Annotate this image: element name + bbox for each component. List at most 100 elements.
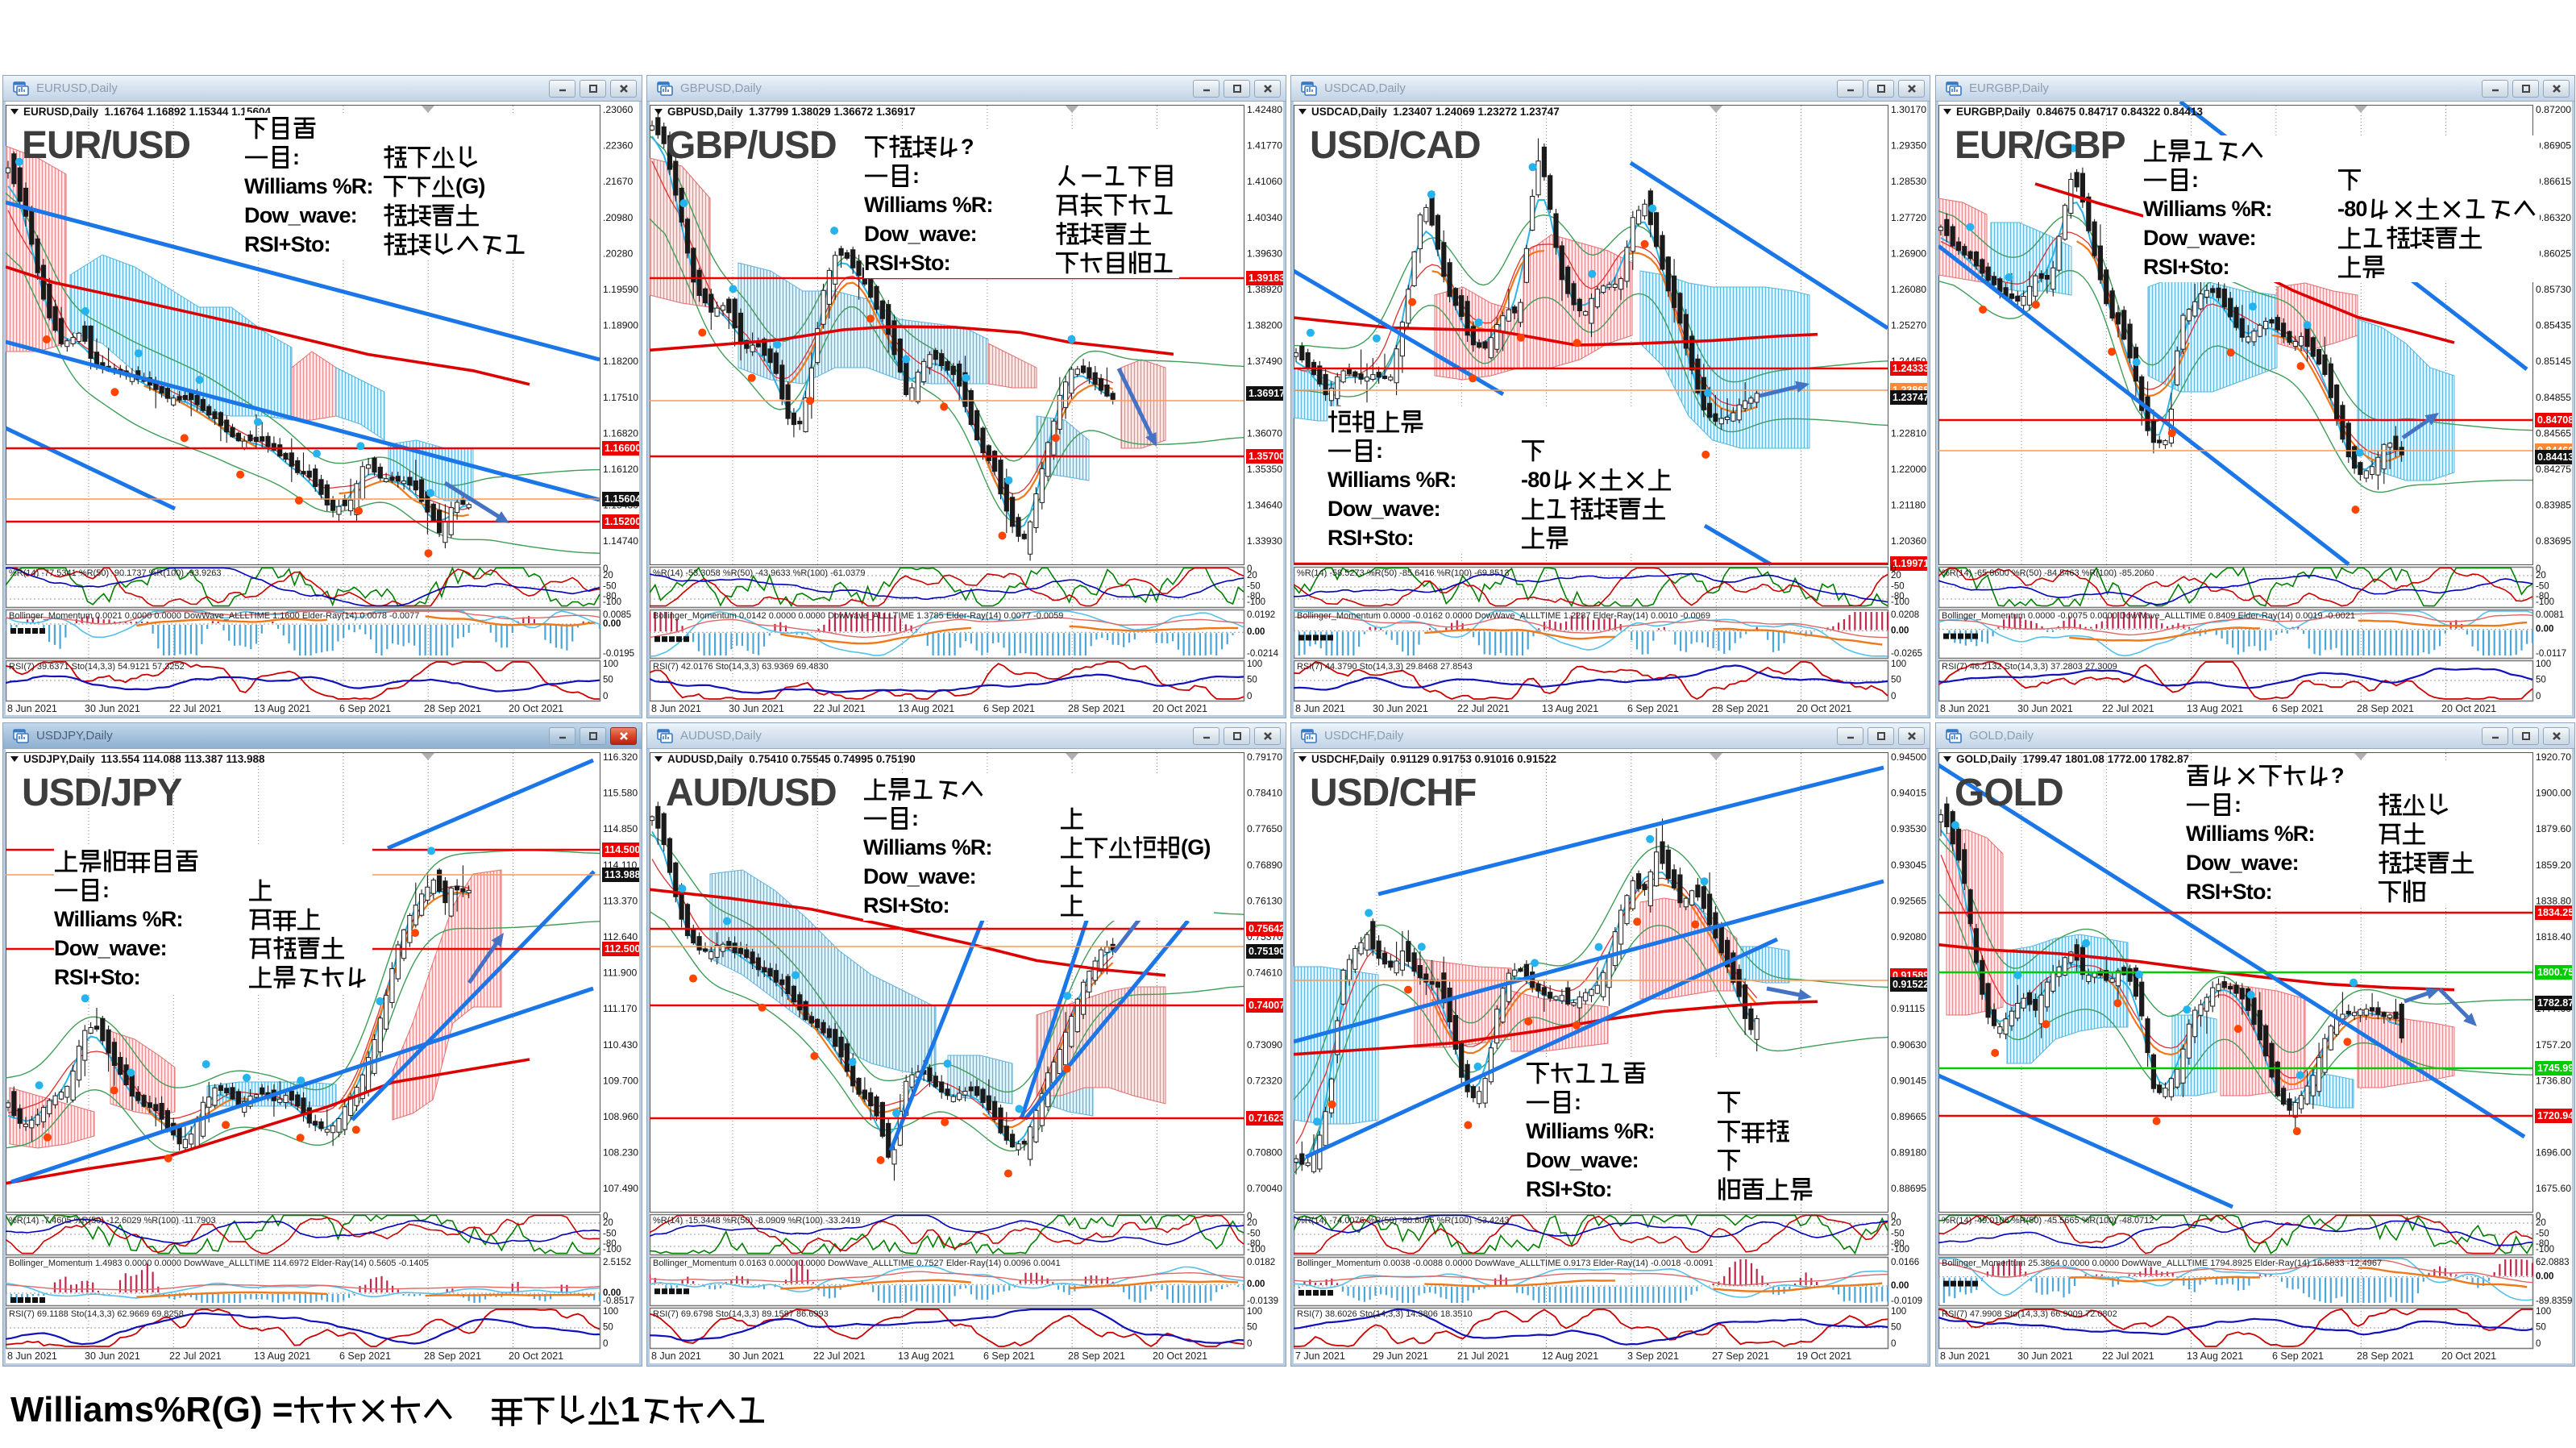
svg-text:50: 50 bbox=[1891, 1323, 1901, 1333]
svg-text:0.94015: 0.94015 bbox=[1891, 788, 1926, 799]
svg-text:1.27720: 1.27720 bbox=[1891, 212, 1926, 223]
svg-text:113.370: 113.370 bbox=[603, 895, 638, 906]
svg-text:1879.60: 1879.60 bbox=[2536, 823, 2571, 834]
svg-text:13 Aug 2021: 13 Aug 2021 bbox=[1542, 703, 1598, 714]
svg-text:6 Sep 2021: 6 Sep 2021 bbox=[983, 703, 1035, 714]
svg-text:1.36917: 1.36917 bbox=[1249, 388, 1283, 399]
svg-text:108.960: 108.960 bbox=[603, 1111, 638, 1122]
svg-text:50: 50 bbox=[603, 1323, 613, 1333]
svg-text:0.77650: 0.77650 bbox=[1247, 823, 1282, 834]
svg-text:1.25270: 1.25270 bbox=[1891, 320, 1926, 331]
svg-text:7 Jun 2021: 7 Jun 2021 bbox=[1295, 1350, 1345, 1362]
svg-text:1.24333: 1.24333 bbox=[1893, 363, 1927, 374]
svg-text:1757.20: 1757.20 bbox=[2536, 1039, 2571, 1051]
svg-text:-50: -50 bbox=[1891, 1230, 1905, 1239]
svg-text:22 Jul 2021: 22 Jul 2021 bbox=[1457, 703, 1510, 714]
svg-text:20 Oct 2021: 20 Oct 2021 bbox=[509, 703, 563, 714]
svg-text:1.18900: 1.18900 bbox=[603, 320, 638, 331]
svg-text:Bollinger_Momentum 0.0038 -0.0: Bollinger_Momentum 0.0038 -0.0088 0.0000… bbox=[1297, 1259, 1714, 1268]
svg-text:RSI(7) 69.1188 Sto(14,3,3) 62: RSI(7) 69.1188 Sto(14,3,3) 62.9669 69.82… bbox=[9, 1309, 184, 1319]
svg-text:8 Jun 2021: 8 Jun 2021 bbox=[7, 1350, 57, 1362]
svg-text:1.41060: 1.41060 bbox=[1247, 176, 1282, 187]
svg-text:62.0883: 62.0883 bbox=[2536, 1258, 2570, 1267]
svg-text:1.19590: 1.19590 bbox=[603, 284, 638, 295]
svg-text:-100: -100 bbox=[1891, 1245, 1909, 1255]
svg-text:-80: -80 bbox=[1891, 1239, 1905, 1249]
svg-text:22 Jul 2021: 22 Jul 2021 bbox=[2102, 703, 2154, 714]
svg-text:20 Oct 2021: 20 Oct 2021 bbox=[1153, 1350, 1207, 1362]
svg-text:100: 100 bbox=[1891, 660, 1906, 669]
svg-text:28 Sep 2021: 28 Sep 2021 bbox=[1712, 703, 1769, 714]
svg-text:22 Jul 2021: 22 Jul 2021 bbox=[813, 703, 866, 714]
svg-text:.23060: .23060 bbox=[603, 104, 633, 115]
svg-text:RSI(7) 39.6371 Sto(14,3,3) 54: RSI(7) 39.6371 Sto(14,3,3) 54.9121 57.32… bbox=[9, 662, 185, 672]
svg-text:112.500: 112.500 bbox=[605, 943, 639, 955]
svg-text:1.35350: 1.35350 bbox=[1247, 464, 1282, 475]
svg-text:-0.0265: -0.0265 bbox=[1891, 649, 1922, 659]
svg-text:50: 50 bbox=[603, 676, 613, 685]
svg-text:12 Aug 2021: 12 Aug 2021 bbox=[1542, 1350, 1598, 1362]
svg-text:6 Sep 2021: 6 Sep 2021 bbox=[2272, 703, 2324, 714]
svg-text:1696.00: 1696.00 bbox=[2536, 1147, 2571, 1159]
svg-text:0: 0 bbox=[1247, 1339, 1252, 1349]
svg-text:0.91522: 0.91522 bbox=[1893, 979, 1927, 990]
svg-text:1745.99: 1745.99 bbox=[2537, 1063, 2572, 1074]
svg-text:1.15200: 1.15200 bbox=[605, 516, 639, 527]
svg-text:30 Jun 2021: 30 Jun 2021 bbox=[85, 1350, 140, 1362]
svg-text:%R(14) -58.5273 %R(50) -85.64: %R(14) -58.5273 %R(50) -85.6416 %R(100) … bbox=[1297, 568, 1510, 578]
svg-text:0: 0 bbox=[603, 692, 608, 701]
svg-text:22 Jul 2021: 22 Jul 2021 bbox=[169, 1350, 222, 1362]
svg-text:13 Aug 2021: 13 Aug 2021 bbox=[898, 1350, 954, 1362]
svg-text:20 Oct 2021: 20 Oct 2021 bbox=[1797, 703, 1851, 714]
svg-text:-100: -100 bbox=[603, 1245, 621, 1255]
svg-text:22 Jul 2021: 22 Jul 2021 bbox=[813, 1350, 866, 1362]
svg-text:1.16120: 1.16120 bbox=[603, 464, 638, 475]
svg-text:0.00: 0.00 bbox=[603, 1288, 621, 1298]
svg-text:1.39630: 1.39630 bbox=[1247, 248, 1282, 259]
svg-text:-0.0139: -0.0139 bbox=[1247, 1296, 1278, 1306]
svg-text:20: 20 bbox=[603, 1218, 613, 1228]
svg-text:0.00: 0.00 bbox=[2536, 625, 2553, 635]
svg-text:0: 0 bbox=[1891, 692, 1896, 701]
svg-text:28 Sep 2021: 28 Sep 2021 bbox=[2357, 1350, 2414, 1362]
svg-text:20 Oct 2021: 20 Oct 2021 bbox=[509, 1350, 563, 1362]
svg-text:1.26080: 1.26080 bbox=[1891, 284, 1926, 295]
svg-text:0.0208: 0.0208 bbox=[1891, 610, 1919, 620]
svg-text:21 Jul 2021: 21 Jul 2021 bbox=[1457, 1350, 1510, 1362]
svg-text:20 Oct 2021: 20 Oct 2021 bbox=[1153, 703, 1207, 714]
svg-text:0.84565: 0.84565 bbox=[2536, 427, 2571, 439]
svg-text:Bollinger_Momentum 0.0142 0.00: Bollinger_Momentum 0.0142 0.0000 0.0000 … bbox=[653, 611, 1063, 621]
svg-text:30 Jun 2021: 30 Jun 2021 bbox=[2017, 1350, 2073, 1362]
svg-text:111.900: 111.900 bbox=[603, 967, 637, 979]
svg-text:1.29350: 1.29350 bbox=[1891, 140, 1926, 152]
svg-text:13 Aug 2021: 13 Aug 2021 bbox=[254, 703, 310, 714]
svg-text:-80: -80 bbox=[1247, 592, 1261, 601]
svg-text:1.17510: 1.17510 bbox=[603, 392, 638, 403]
svg-text:0.93045: 0.93045 bbox=[1891, 859, 1926, 871]
svg-text:-50: -50 bbox=[2536, 582, 2549, 592]
svg-text:-100: -100 bbox=[1247, 597, 1265, 607]
svg-text:1.18200: 1.18200 bbox=[603, 356, 638, 367]
svg-text:0.86905: 0.86905 bbox=[2536, 140, 2571, 152]
svg-text:1.38200: 1.38200 bbox=[1247, 320, 1282, 331]
svg-text:0.86025: 0.86025 bbox=[2536, 248, 2571, 259]
svg-text:6 Sep 2021: 6 Sep 2021 bbox=[1627, 703, 1679, 714]
svg-text:1.21180: 1.21180 bbox=[1891, 500, 1926, 511]
svg-text:1834.25: 1834.25 bbox=[2537, 907, 2572, 918]
svg-text:.21670: .21670 bbox=[603, 176, 633, 187]
svg-text:1.22000: 1.22000 bbox=[1891, 464, 1926, 475]
svg-text:0.75190: 0.75190 bbox=[1249, 946, 1283, 957]
svg-text:0.83985: 0.83985 bbox=[2536, 500, 2571, 511]
svg-text:RSI(7) 69.6798 Sto(14,3,3) 89: RSI(7) 69.6798 Sto(14,3,3) 89.1587 86.69… bbox=[653, 1309, 829, 1319]
svg-text:20 Oct 2021: 20 Oct 2021 bbox=[2441, 703, 2496, 714]
svg-text:-0.0109: -0.0109 bbox=[1891, 1296, 1922, 1306]
svg-text:1675.60: 1675.60 bbox=[2536, 1183, 2571, 1194]
svg-text:1.40340: 1.40340 bbox=[1247, 212, 1282, 223]
svg-text:1838.80: 1838.80 bbox=[2536, 895, 2571, 906]
svg-text:%R(14) -49.0106 %R(50) -45.56: %R(14) -49.0106 %R(50) -45.5665 %R(100) … bbox=[1942, 1216, 2154, 1225]
svg-text:8 Jun 2021: 8 Jun 2021 bbox=[1295, 703, 1345, 714]
svg-text:0.79170: 0.79170 bbox=[1247, 751, 1282, 763]
svg-text:13 Aug 2021: 13 Aug 2021 bbox=[898, 703, 954, 714]
svg-text:100: 100 bbox=[603, 1307, 618, 1317]
svg-text:-100: -100 bbox=[1247, 1245, 1265, 1255]
